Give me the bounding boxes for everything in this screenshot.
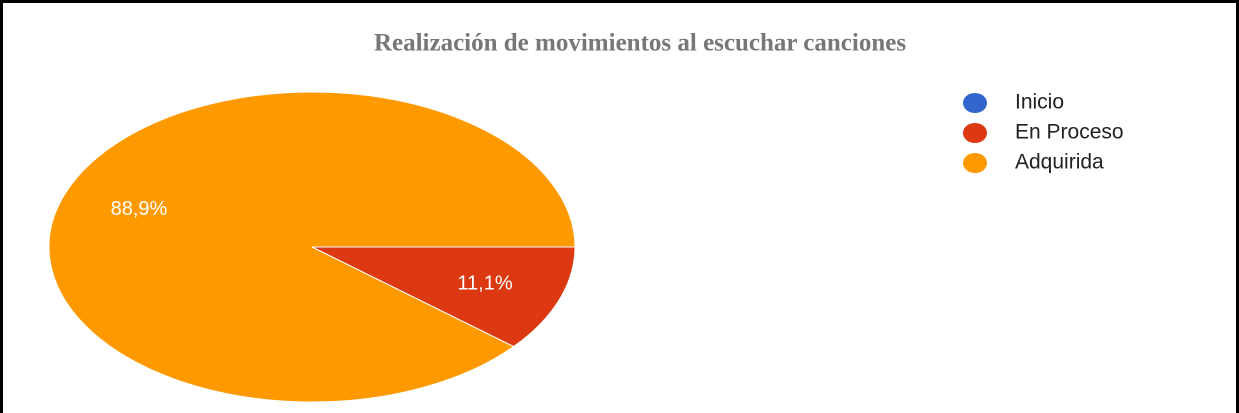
slice-label: 88,9% [111,198,168,220]
legend-label: En Proceso [1015,121,1124,144]
legend-label: Adquirida [1015,151,1104,174]
chart-title: Realización de movimientos al escuchar c… [374,30,906,57]
legend-marker [963,123,987,143]
legend-marker [963,93,987,113]
slice-label: 11,1% [457,272,512,294]
pie-slice [311,246,576,348]
pie-slice [48,91,576,403]
legend-marker [963,153,987,173]
legend-label: Inicio [1015,91,1064,114]
